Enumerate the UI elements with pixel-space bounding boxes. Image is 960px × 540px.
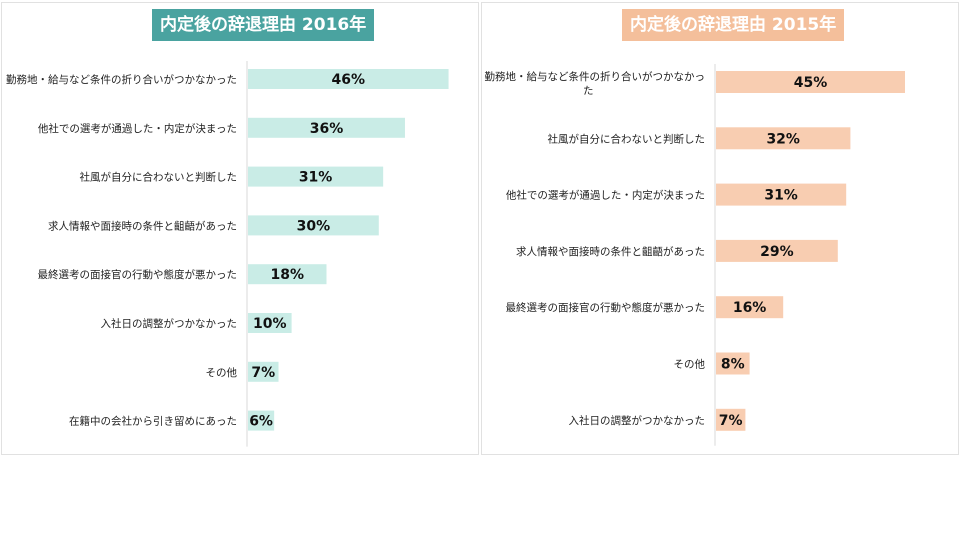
bar xyxy=(716,408,746,431)
category-label: 求人情報や面接時の条件と齟齬があった xyxy=(516,245,705,258)
category-label: 社風が自分に合わないと判断した xyxy=(548,132,706,145)
bar xyxy=(716,183,847,206)
data-label: 7% xyxy=(719,413,743,429)
category-label: 他社での選考が通過した・内定が決まった xyxy=(506,189,705,202)
data-label: 45% xyxy=(794,75,828,91)
data-label: 32% xyxy=(766,131,800,147)
data-label: 29% xyxy=(760,244,794,260)
bar xyxy=(248,264,327,285)
data-label: 31% xyxy=(299,170,333,186)
data-label: 6% xyxy=(249,414,273,430)
category-label: 最終選考の面接官の行動や態度が悪かった xyxy=(38,268,238,281)
data-label: 46% xyxy=(332,72,366,88)
bar xyxy=(248,361,279,382)
category-label: その他 xyxy=(674,358,706,371)
category-label: 在籍中の会社から引き留めにあった xyxy=(69,415,237,428)
category-label-cont: た xyxy=(583,85,594,97)
bar-chart-2016: 46% 勤務地・給与など条件の折り合いがつかなかった 36% 他社での選考が通過した・… xyxy=(6,61,449,447)
bar xyxy=(248,313,292,333)
bar xyxy=(248,215,379,236)
category-label: 他社での選考が通過した・内定が決まった xyxy=(38,122,237,135)
bar xyxy=(248,410,275,431)
bar xyxy=(716,239,838,262)
data-label: 30% xyxy=(297,218,331,234)
category-label: 勤務地・給与など条件の折り合いがつかなかった xyxy=(6,73,237,86)
data-label: 8% xyxy=(721,357,745,373)
data-label: 7% xyxy=(251,365,275,381)
data-label: 10% xyxy=(253,316,287,332)
bar xyxy=(716,296,784,319)
chart-panel-2016: 内定後の辞退理由 2016年 46% 勤務地・給与など条件の折り合いがつかなかった… xyxy=(1,2,479,455)
category-label: 最終選考の面接官の行動や態度が悪かった xyxy=(506,301,706,314)
data-label: 16% xyxy=(733,300,767,316)
bar xyxy=(716,71,905,93)
category-label: 入社日の調整がつかなかった xyxy=(101,317,238,330)
bar xyxy=(716,352,750,375)
data-label: 31% xyxy=(764,188,798,204)
chart-title-2015: 内定後の辞退理由 2015年 xyxy=(622,9,845,41)
category-label: 社風が自分に合わないと判断した xyxy=(80,171,238,184)
category-label: その他 xyxy=(206,366,238,379)
bar xyxy=(248,117,405,138)
data-label: 18% xyxy=(270,267,304,283)
bar xyxy=(716,127,851,150)
chart-title-2016: 内定後の辞退理由 2016年 xyxy=(152,9,375,41)
bar xyxy=(248,69,449,89)
category-label: 勤務地・給与など条件の折り合いがつかなかっ xyxy=(485,70,706,83)
chart-panel-2015: 内定後の辞退理由 2015年 45% 勤務地・給与など条件の折り合いがつかなかった… xyxy=(481,2,959,455)
category-label: 求人情報や面接時の条件と齟齬があった xyxy=(48,219,237,232)
bar-chart-2015: 45% 勤務地・給与など条件の折り合いがつかなかった 32% 社風が自分に合わないと判… xyxy=(485,64,905,446)
data-label: 36% xyxy=(310,121,344,137)
bar xyxy=(248,166,384,187)
category-label: 入社日の調整がつかなかった xyxy=(569,414,706,427)
